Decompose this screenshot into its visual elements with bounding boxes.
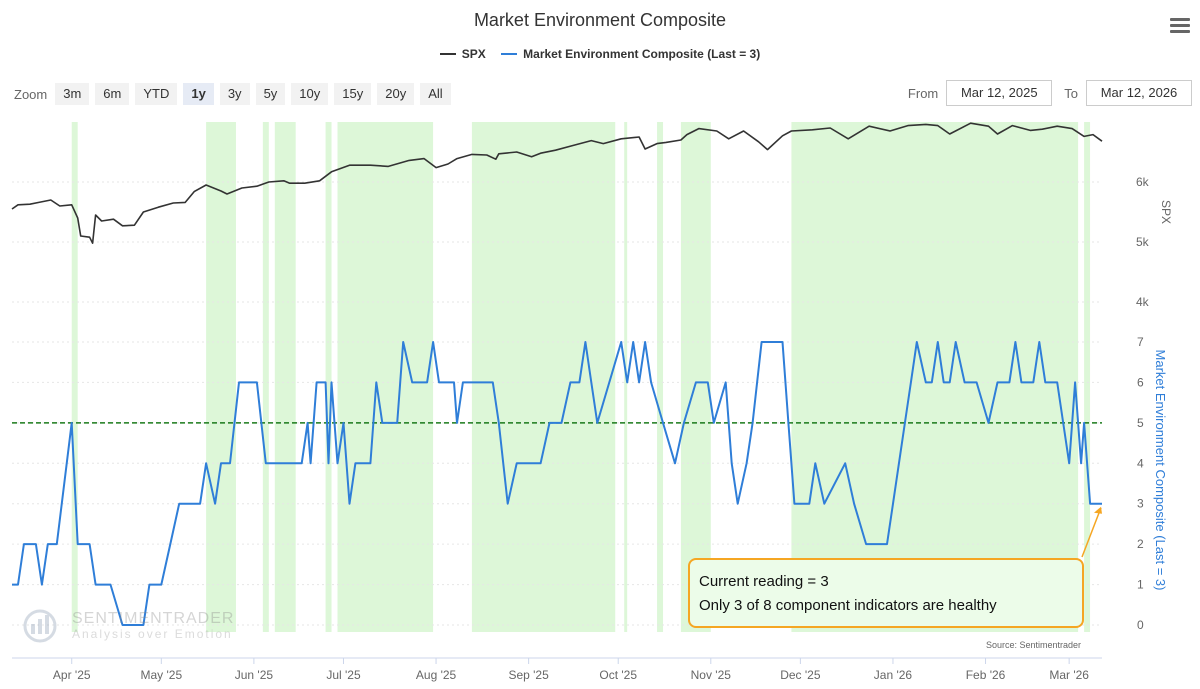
to-label: To bbox=[1064, 85, 1078, 101]
to-date-input[interactable]: Mar 12, 2026 bbox=[1086, 80, 1192, 106]
annotation-callout: Current reading = 3 Only 3 of 8 componen… bbox=[688, 558, 1084, 628]
composite-axis-title: Market Environment Composite (Last = 3) bbox=[1153, 350, 1168, 591]
zoom-button-20y[interactable]: 20y bbox=[377, 83, 415, 105]
legend-label-composite: Market Environment Composite (Last = 3) bbox=[523, 47, 761, 61]
watermark-tagline: Analysis over Emotion bbox=[72, 627, 233, 641]
watermark-logo-icon bbox=[23, 609, 57, 643]
spx-tick-label: 5k bbox=[1136, 235, 1150, 249]
annotation-arrow-line bbox=[1081, 507, 1102, 558]
y-axes: 4k 5k 6k 0 1 2 3 4 5 6 7 SPX Market Environment Comp… bbox=[1136, 175, 1173, 632]
x-tick-label: Jul '25 bbox=[326, 668, 361, 682]
shaded-period bbox=[71, 122, 78, 632]
x-tick-label: Jan '26 bbox=[874, 668, 913, 682]
from-date-input[interactable]: Mar 12, 2025 bbox=[946, 80, 1053, 106]
shaded-period bbox=[657, 122, 664, 632]
annotation-arrow-head bbox=[1094, 506, 1102, 514]
legend: SPX Market Environment Composite (Last =… bbox=[0, 44, 1200, 61]
shaded-period bbox=[337, 122, 434, 632]
x-tick-label: Mar '26 bbox=[1049, 668, 1089, 682]
hamburger-menu-icon[interactable] bbox=[1170, 18, 1190, 34]
zoom-button-5y[interactable]: 5y bbox=[255, 83, 286, 105]
x-tick-label: Feb '26 bbox=[966, 668, 1006, 682]
shaded-period bbox=[471, 122, 616, 632]
spx-line bbox=[11, 122, 1103, 244]
from-label: From bbox=[907, 85, 939, 101]
zoom-button-1y[interactable]: 1y bbox=[183, 83, 214, 105]
date-range: From Mar 12, 2025 To Mar 12, 2026 bbox=[896, 80, 1192, 106]
zoom-button-3y[interactable]: 3y bbox=[219, 83, 250, 105]
legend-label-spx: SPX bbox=[461, 47, 486, 61]
legend-item-composite[interactable]: Market Environment Composite (Last = 3) bbox=[501, 47, 760, 61]
shaded-period bbox=[274, 122, 296, 632]
zoom-button-ytd[interactable]: YTD bbox=[135, 83, 178, 105]
legend-swatch-spx bbox=[439, 53, 456, 55]
series-lines bbox=[11, 122, 1103, 626]
composite-tick-label: 5 bbox=[1137, 416, 1144, 430]
shaded-period bbox=[262, 122, 269, 632]
zoom-bar: Zoom 3m 6m YTD 1y 3y 5y 10y 15y 20y All bbox=[14, 82, 457, 106]
shaded-period bbox=[206, 122, 236, 632]
x-tick-label: Oct '25 bbox=[599, 668, 637, 682]
watermark-name: SENTIMENTRADER bbox=[72, 610, 235, 627]
zoom-button-6m[interactable]: 6m bbox=[95, 83, 130, 105]
composite-line bbox=[12, 341, 1102, 626]
spx-tick-label: 4k bbox=[1136, 295, 1150, 309]
zoom-button-10y[interactable]: 10y bbox=[291, 83, 329, 105]
x-tick-label: May '25 bbox=[140, 668, 182, 682]
composite-tick-label: 0 bbox=[1137, 618, 1144, 632]
chart-title: Market Environment Composite bbox=[473, 10, 727, 30]
shaded-period bbox=[1084, 122, 1091, 632]
spx-axis-title: SPX bbox=[1159, 200, 1173, 224]
annotation-line-1: Current reading = 3 bbox=[699, 573, 829, 590]
x-tick-label: Jun '25 bbox=[235, 668, 274, 682]
composite-tick-label: 4 bbox=[1137, 456, 1144, 470]
composite-tick-label: 2 bbox=[1137, 537, 1144, 551]
legend-swatch-composite bbox=[501, 53, 518, 55]
composite-tick-label: 3 bbox=[1137, 497, 1144, 511]
composite-tick-label: 1 bbox=[1137, 578, 1144, 592]
x-tick-label: Nov '25 bbox=[691, 668, 732, 682]
x-tick-label: Aug '25 bbox=[416, 668, 457, 682]
zoom-button-3m[interactable]: 3m bbox=[55, 83, 90, 105]
annotation-arrow-group bbox=[1081, 506, 1102, 558]
shaded-period bbox=[325, 122, 332, 632]
spx-tick-label: 6k bbox=[1136, 175, 1150, 189]
watermark: SENTIMENTRADER Analysis over Emotion bbox=[22, 608, 234, 644]
shaded-period bbox=[680, 122, 711, 632]
x-tick-label: Apr '25 bbox=[53, 668, 91, 682]
legend-item-spx[interactable]: SPX bbox=[439, 47, 486, 61]
zoom-button-15y[interactable]: 15y bbox=[334, 83, 372, 105]
x-tick-label: Sep '25 bbox=[508, 668, 549, 682]
composite-tick-label: 6 bbox=[1137, 375, 1144, 389]
zoom-button-all[interactable]: All bbox=[420, 83, 451, 105]
shaded-period bbox=[791, 122, 1079, 632]
zoom-label: Zoom bbox=[14, 86, 48, 102]
composite-tick-label: 7 bbox=[1137, 335, 1144, 349]
x-tick-label: Dec '25 bbox=[780, 668, 821, 682]
annotation-line-2: Only 3 of 8 component indicators are hea… bbox=[699, 597, 997, 614]
x-axis: Apr '25 May '25 Jun '25 Jul '25 Aug '25 Sep '… bbox=[12, 657, 1102, 682]
source-credit: Source: Sentimentrader bbox=[986, 640, 1082, 650]
